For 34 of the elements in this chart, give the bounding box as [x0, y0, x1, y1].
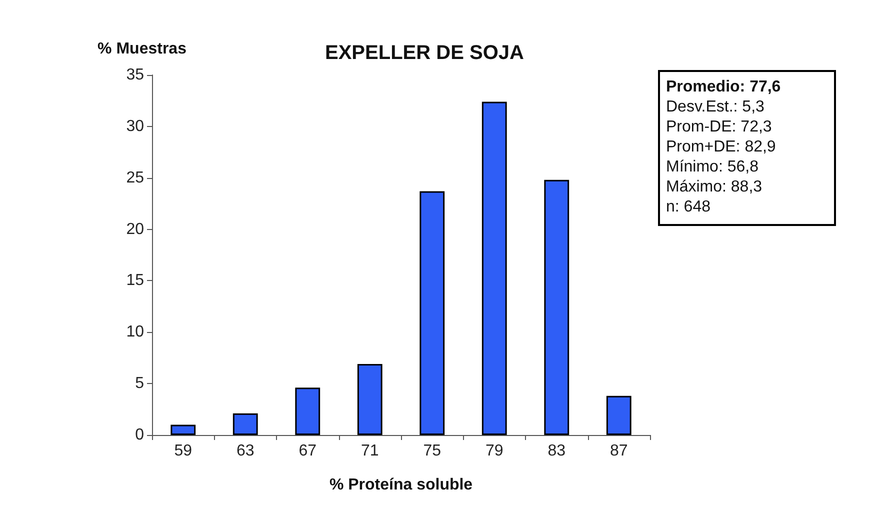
text: Prom+DE: 82,9 [666, 138, 776, 156]
bar [170, 424, 196, 435]
x-tick-label: 75 [423, 442, 442, 460]
text: Desv.Est.: 5,3 [666, 98, 765, 116]
y-tick-label: 0 [135, 426, 144, 444]
y-tick-label: 5 [135, 375, 144, 392]
x-tick-label: 87 [610, 442, 628, 460]
text: n: 648 [666, 198, 711, 216]
y-tick-label: 35 [126, 66, 144, 84]
y-tick-label: 20 [126, 220, 144, 238]
x-axis-title: % Proteína soluble [329, 476, 473, 494]
bar [606, 396, 632, 435]
text: Máximo: 88,3 [666, 178, 762, 196]
y-axis-title: % Muestras [98, 40, 187, 58]
text: Prom-DE: 72,3 [666, 118, 772, 136]
bar [357, 364, 382, 435]
y-tick-label: 15 [126, 272, 144, 290]
chart-title: EXPELLER DE SOJA [325, 42, 524, 64]
bar [482, 102, 507, 435]
x-tick-label: 67 [298, 442, 317, 460]
y-tick-label: 25 [126, 169, 144, 186]
bar [232, 413, 258, 435]
bar [544, 180, 570, 435]
x-tick-label: 79 [485, 442, 504, 460]
bar [295, 388, 320, 435]
bar [420, 191, 445, 435]
text: Promedio: 77,6 [666, 78, 781, 96]
x-tick-label: 63 [236, 442, 254, 460]
y-tick-label: 30 [126, 118, 144, 135]
x-tick-label: 71 [360, 442, 379, 460]
text: Mínimo: 56,8 [666, 158, 759, 176]
x-tick-label: 83 [548, 442, 566, 460]
y-tick-label: 10 [126, 324, 144, 341]
x-tick-label: 59 [174, 442, 192, 460]
